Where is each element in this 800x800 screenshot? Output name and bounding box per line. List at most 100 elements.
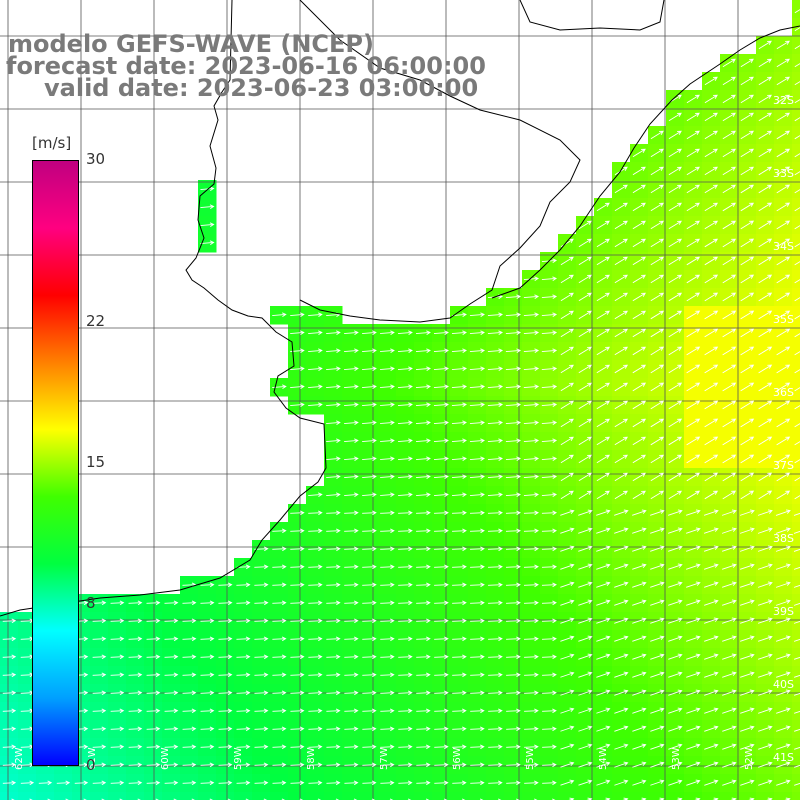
wind-arrow xyxy=(560,617,575,624)
latitude-label: 39S xyxy=(773,605,794,618)
wind-arrow xyxy=(506,690,521,696)
wind-arrow xyxy=(578,725,593,732)
wind-arrow xyxy=(290,654,305,660)
wind-arrow xyxy=(326,690,341,696)
wind-arrow xyxy=(308,600,323,606)
wind-arrow xyxy=(380,402,395,408)
wind-arrow xyxy=(290,528,305,534)
wind-arrow xyxy=(487,456,503,462)
wind-arrow xyxy=(776,400,791,410)
wind-arrow xyxy=(344,402,359,408)
wind-arrow xyxy=(739,599,755,606)
wind-arrow xyxy=(794,297,800,302)
wind-arrow xyxy=(776,725,791,732)
wind-arrow xyxy=(740,256,755,266)
wind-arrow xyxy=(632,148,646,158)
wind-arrow xyxy=(272,582,287,588)
wind-cell xyxy=(792,288,800,307)
wind-arrow xyxy=(686,689,701,696)
wind-arrow xyxy=(758,220,773,230)
wind-arrow xyxy=(686,653,701,660)
wind-arrow xyxy=(740,671,755,678)
longitude-label: 58W xyxy=(306,747,317,770)
wind-arrow xyxy=(254,636,269,642)
wind-arrow xyxy=(793,512,800,516)
wind-arrow xyxy=(308,636,323,642)
wind-arrow xyxy=(398,762,413,768)
wind-arrow xyxy=(704,472,719,482)
wind-arrow xyxy=(308,510,323,516)
wind-arrow xyxy=(740,148,754,158)
wind-arrow xyxy=(379,384,395,390)
wind-arrow xyxy=(470,708,485,714)
wind-arrow xyxy=(668,490,682,500)
wind-arrow xyxy=(739,581,755,588)
wind-arrow xyxy=(740,689,755,696)
wind-arrow xyxy=(290,312,305,318)
wind-arrow xyxy=(505,384,522,390)
wind-arrow xyxy=(433,330,449,336)
wind-arrow xyxy=(776,112,790,122)
wind-arrow xyxy=(560,274,574,284)
wind-arrow xyxy=(505,366,522,372)
wind-arrow xyxy=(722,256,737,266)
wind-arrow xyxy=(469,474,485,480)
wind-arrow xyxy=(505,348,522,354)
wind-arrow xyxy=(416,546,431,552)
wind-arrow xyxy=(506,762,521,768)
wind-arrow xyxy=(254,654,269,660)
wind-arrow xyxy=(398,546,413,552)
wind-arrow xyxy=(416,780,431,786)
wind-arrow xyxy=(740,418,755,428)
wind-arrow xyxy=(218,708,233,714)
wind-arrow xyxy=(362,636,377,642)
wind-arrow xyxy=(614,472,628,482)
wind-arrow xyxy=(578,509,593,516)
wind-arrow xyxy=(488,654,503,660)
wind-arrow xyxy=(650,292,664,302)
wind-arrow xyxy=(469,330,485,336)
wind-arrow xyxy=(523,402,540,408)
wind-arrow xyxy=(776,472,791,482)
wind-arrow xyxy=(326,708,341,714)
wind-cell xyxy=(702,792,721,800)
wind-arrow xyxy=(362,402,377,408)
wind-arrow xyxy=(560,346,574,356)
wind-arrow xyxy=(469,492,485,498)
wind-arrow xyxy=(668,689,683,696)
wind-arrow xyxy=(794,728,800,732)
wind-cell xyxy=(162,792,181,800)
wind-arrow xyxy=(470,582,485,588)
wind-arrow xyxy=(541,330,558,336)
wind-arrow xyxy=(434,654,449,660)
wind-arrow xyxy=(362,474,377,480)
wind-arrow xyxy=(632,166,646,176)
wind-arrow xyxy=(703,527,719,534)
wind-arrow xyxy=(362,780,377,786)
wind-arrow xyxy=(596,418,610,428)
wind-arrow xyxy=(650,689,665,696)
wind-arrow xyxy=(632,689,647,696)
wind-arrow xyxy=(344,366,359,372)
wind-arrow xyxy=(416,726,431,732)
wind-arrow xyxy=(398,564,413,570)
wind-cell xyxy=(630,792,649,800)
wind-arrow xyxy=(776,166,791,176)
wind-arrow xyxy=(704,94,718,104)
wind-arrow xyxy=(793,548,800,552)
wind-arrow xyxy=(704,130,718,140)
wind-cell xyxy=(792,612,800,631)
wind-arrow xyxy=(272,384,287,390)
wind-arrow xyxy=(650,220,664,230)
wind-arrow xyxy=(308,618,323,624)
wind-arrow xyxy=(397,384,413,390)
wind-arrow xyxy=(740,238,755,248)
wind-arrow xyxy=(290,708,305,714)
wind-arrow xyxy=(632,707,647,714)
wind-arrow xyxy=(722,490,737,500)
wind-arrow xyxy=(146,600,161,606)
wind-arrow xyxy=(362,366,377,372)
wind-arrow xyxy=(776,58,790,68)
wind-arrow xyxy=(415,402,431,408)
wind-arrow xyxy=(344,690,359,696)
